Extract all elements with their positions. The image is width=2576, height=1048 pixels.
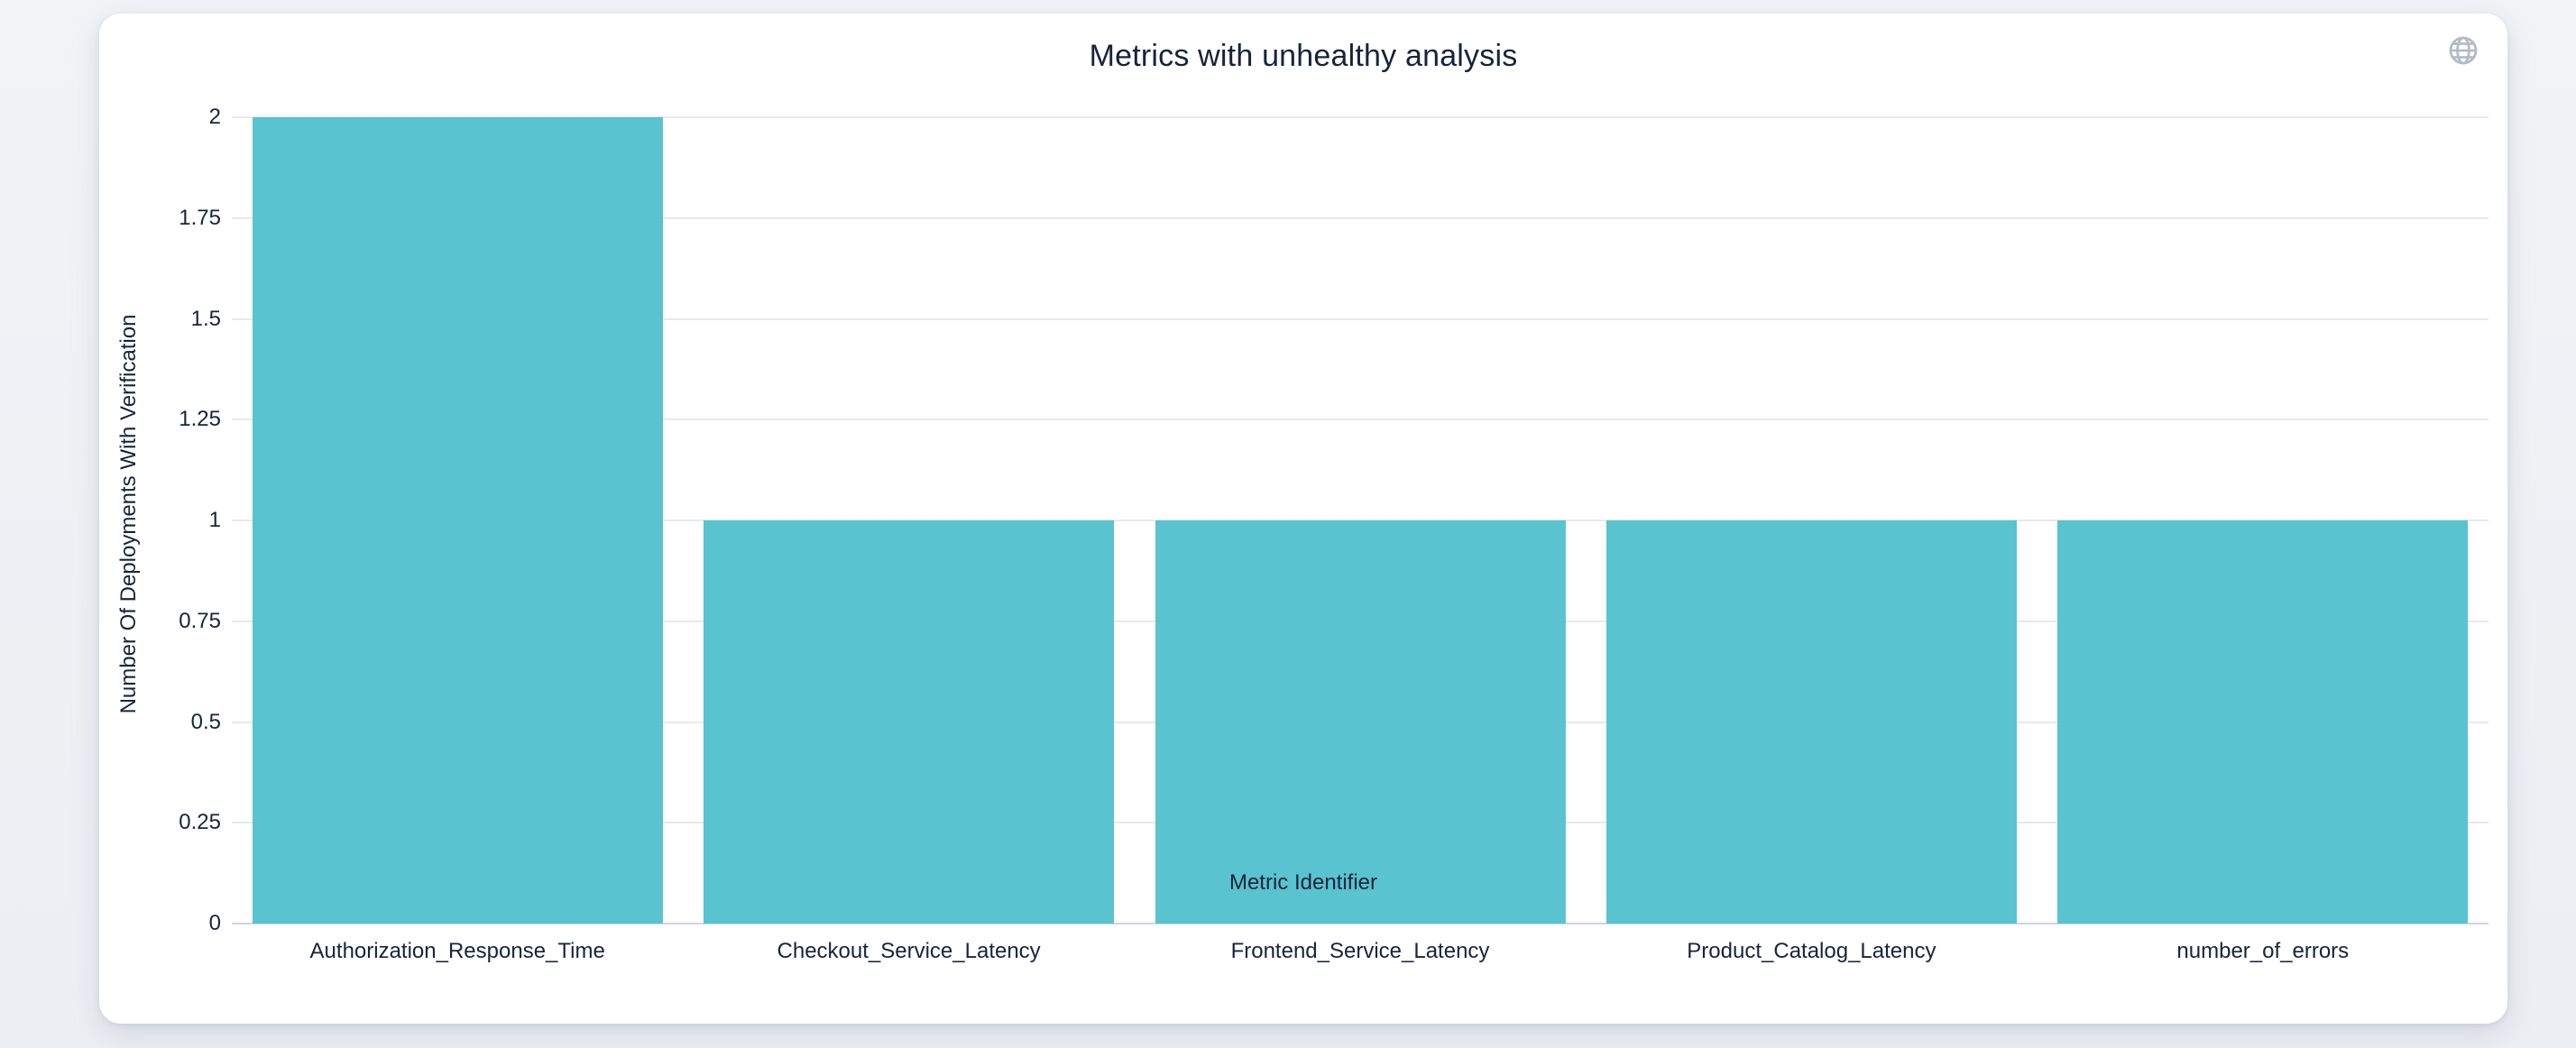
bar-Checkout_Service_Latency[interactable] [704, 520, 1114, 924]
x-tick-label: number_of_errors [2176, 939, 2350, 963]
y-tick-label: 0.25 [179, 810, 221, 835]
x-tick-label: Authorization_Response_Time [309, 939, 605, 963]
chart-title: Metrics with unhealthy analysis [1089, 39, 1518, 73]
x-tick-label: Checkout_Service_Latency [777, 939, 1041, 963]
y-gridline [232, 216, 2489, 219]
y-tick-label: 1.5 [190, 306, 221, 331]
y-gridline [232, 317, 2489, 320]
y-gridline [232, 116, 2489, 118]
y-tick-label: 0.5 [190, 709, 221, 734]
y-tick-label: 0 [208, 911, 221, 935]
chart-card: Metrics with unhealthy analysis 0 0.25 0.5… [99, 14, 2507, 1024]
plot-area: 0 0.25 0.5 0.75 1 1.25 1.5 1.75 2 Authorization_R… [179, 105, 2489, 963]
x-tick-label: Product_Catalog_Latency [1687, 939, 1937, 963]
y-tick-label: 2 [208, 105, 221, 129]
bar-Frontend_Service_Latency[interactable] [1155, 520, 1566, 924]
bar-Authorization_Response_Time[interactable] [253, 117, 663, 924]
x-axis-title: Metric Identifier [1228, 870, 1378, 895]
y-tick-label: 0.75 [179, 608, 221, 633]
y-tick-label: 1 [208, 508, 221, 532]
y-gridline [232, 418, 2489, 421]
y-tick-label: 1.25 [179, 407, 221, 432]
y-axis-title: Number Of Deployments With Verification [116, 314, 141, 714]
bar-Product_Catalog_Latency[interactable] [1606, 520, 2017, 924]
x-tick-label: Frontend_Service_Latency [1230, 939, 1490, 963]
x-axis-line [232, 923, 2489, 924]
globe-icon[interactable] [2447, 34, 2479, 67]
bar-number_of_errors[interactable] [2057, 520, 2468, 924]
y-tick-label: 1.75 [179, 205, 221, 230]
